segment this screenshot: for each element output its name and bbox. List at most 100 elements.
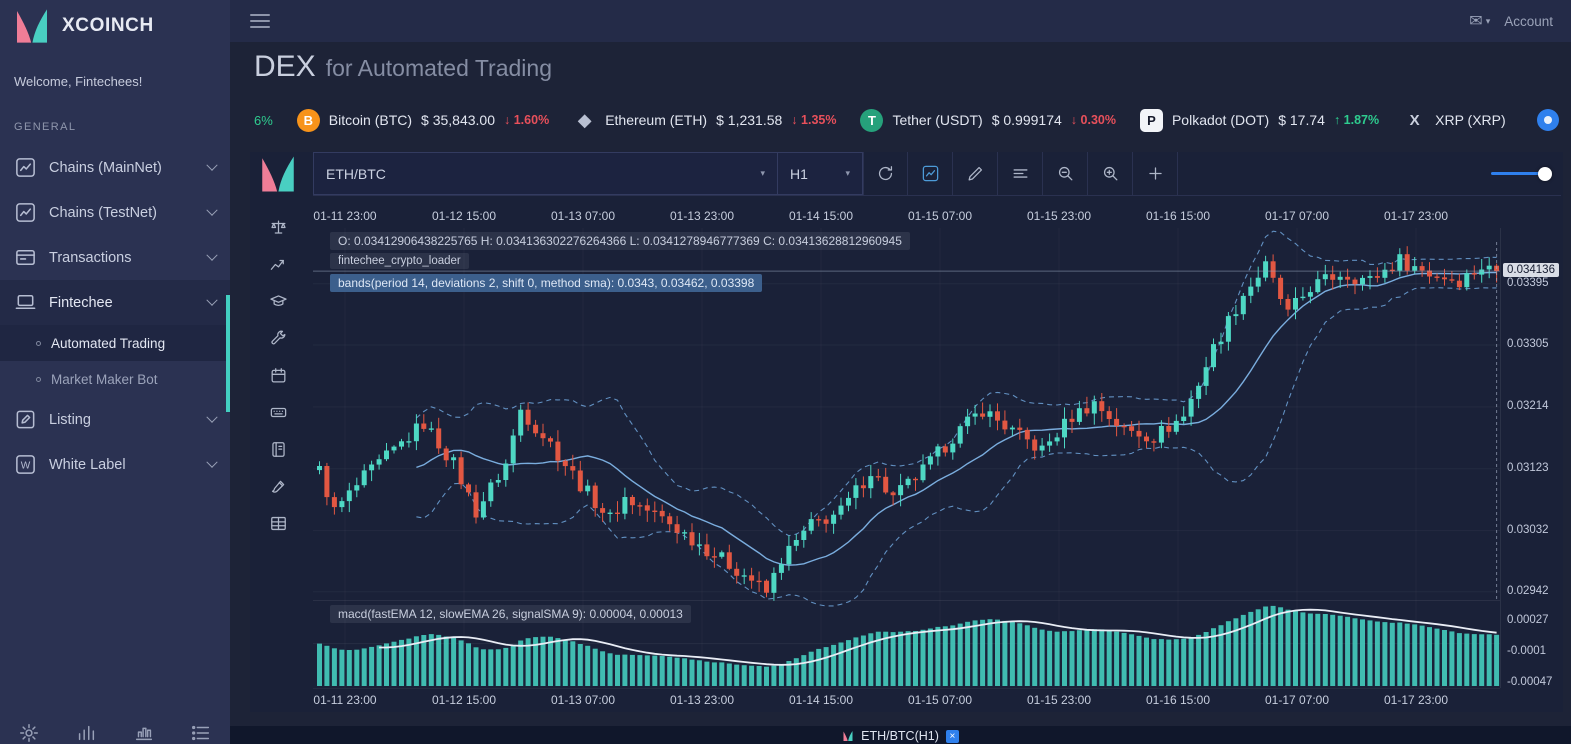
ticker-item-eth[interactable]: ◆ Ethereum (ETH) $ 1,231.58 ↓ 1.35%	[573, 109, 837, 132]
brush-icon	[269, 477, 288, 496]
hamburger-menu-icon[interactable]	[248, 6, 272, 36]
coin-change: ↓ 0.30%	[1070, 113, 1116, 127]
chart-tool-buttons	[863, 152, 1178, 195]
ticker-nav-dot[interactable]	[1537, 109, 1559, 131]
eth-coin-icon: ◆	[577, 109, 592, 130]
page-title-primary: DEX	[254, 50, 316, 83]
x-axis-label: 01-17 07:00	[1264, 209, 1330, 223]
refresh-button[interactable]	[863, 152, 908, 195]
chart-toolbar: ETH/BTC ▾ H1 ▾	[313, 152, 1561, 196]
sidebar-item-fintechee[interactable]: Fintechee	[0, 280, 230, 325]
dot-coin-icon: P	[1139, 108, 1163, 132]
usdt-coin-icon: T	[860, 108, 884, 132]
x-axis-label: 01-16 15:00	[1145, 209, 1211, 223]
coin-name: Tether (USDT)	[892, 112, 983, 128]
keyboard-tool[interactable]	[269, 403, 288, 422]
chevron-down-icon: ▾	[760, 168, 765, 178]
sidebar-item-listing[interactable]: Listing	[0, 397, 230, 442]
ticker-item-dot[interactable]: P Polkadot (DOT) $ 17.74 ↑ 1.87%	[1139, 108, 1380, 132]
x-axis-label: 01-11 23:00	[313, 209, 377, 223]
pencil-button[interactable]	[953, 152, 998, 195]
calendar-tool[interactable]	[269, 366, 288, 385]
coin-change: ↓ 1.35%	[791, 113, 837, 127]
bands-indicator-label[interactable]: bands(period 14, deviations 2, shift 0, …	[330, 274, 763, 292]
ticker-item-btc[interactable]: B Bitcoin (BTC) $ 35,843.00 ↓ 1.60%	[296, 108, 550, 132]
y-axis: 0.034136 0.03395 0.03305 0.03214 0.03123 0.0…	[1500, 228, 1563, 688]
wrench-tool[interactable]	[269, 329, 288, 348]
brush-tool[interactable]	[269, 477, 288, 496]
welcome-text: Welcome, Fintechees!	[14, 74, 143, 89]
sidebar-section-label: GENERAL	[14, 121, 77, 133]
sidebar-subitem-market-maker-bot[interactable]: Market Maker Bot	[0, 361, 230, 397]
timeframe-select[interactable]: H1 ▾	[777, 152, 863, 195]
tab-close-button[interactable]: ×	[945, 729, 959, 743]
coin-name: Ethereum (ETH)	[605, 112, 708, 128]
nav-label: Listing	[49, 411, 91, 428]
chart-line-button[interactable]	[908, 152, 953, 195]
x-axis-label: 01-15 07:00	[907, 209, 973, 223]
card-icon	[14, 246, 37, 269]
w-icon: W	[14, 453, 37, 476]
page-title: DEX for Automated Trading	[254, 50, 552, 84]
graduation-cap-tool[interactable]	[269, 292, 288, 311]
chart-scale-slider[interactable]	[1491, 166, 1552, 181]
gear-icon[interactable]	[18, 722, 40, 744]
sidebar-subitem-automated-trading[interactable]: Automated Trading	[0, 325, 230, 361]
x-axis-label: 01-15 23:00	[1026, 693, 1092, 707]
nav-label: Chains (TestNet)	[49, 204, 157, 221]
laptop-icon	[14, 291, 37, 314]
coin-change-value: 1.60%	[513, 113, 550, 127]
macd-axis-label: -0.00047	[1507, 676, 1553, 688]
sidebar-item-chains-testnet[interactable]: Chains (TestNet)	[0, 190, 230, 235]
table-tool[interactable]	[269, 514, 288, 533]
zoom-in-button[interactable]	[1088, 152, 1133, 195]
price-chart[interactable]: O: 0.03412906438225765 H: 0.034136302276…	[313, 228, 1500, 688]
ticker-item-xrp[interactable]: X XRP (XRP)	[1403, 109, 1506, 132]
coin-price: $ 0.999174	[991, 112, 1062, 128]
slider-knob[interactable]	[1538, 166, 1552, 181]
chevron-down-icon	[206, 159, 218, 171]
mail-icon[interactable]: ✉ ▾	[1469, 13, 1491, 30]
chart-columns-icon[interactable]	[133, 722, 155, 744]
indicator-lines-button[interactable]	[998, 152, 1043, 195]
account-link[interactable]: Account	[1504, 13, 1553, 29]
coin-change-value: 1.87%	[1343, 113, 1380, 127]
loader-label: fintechee_crypto_loader	[330, 253, 469, 269]
x-axis-label: 01-12 15:00	[431, 693, 497, 707]
topbar: ✉ ▾ Account	[230, 0, 1571, 42]
symbol-select[interactable]: ETH/BTC ▾	[313, 152, 778, 195]
chart-tab[interactable]: ETH/BTC(H1) ×	[842, 726, 959, 744]
macd-axis-label: 0.00027	[1507, 614, 1549, 626]
coin-name: XRP (XRP)	[1435, 112, 1506, 128]
trend-icon	[269, 255, 288, 274]
signal-bars-icon[interactable]	[75, 722, 97, 744]
btc-coin-icon: B	[296, 108, 320, 132]
x-axis-label: 01-15 07:00	[907, 693, 973, 707]
sidebar-item-transactions[interactable]: Transactions	[0, 235, 230, 280]
mail-caret-icon: ▾	[1485, 16, 1491, 26]
subitem-label: Market Maker Bot	[51, 371, 158, 387]
brand[interactable]: XCOINCH	[0, 0, 230, 52]
sidebar-item-white-label[interactable]: W White Label	[0, 442, 230, 487]
y-axis-label: 0.03305	[1507, 338, 1549, 350]
compose-icon	[14, 408, 37, 431]
x-axis-bottom: 01-11 23:00 01-12 15:00 01-13 07:00 01-13 2…	[313, 688, 1500, 710]
list-icon[interactable]	[190, 722, 212, 744]
x-axis-label: 01-13 23:00	[669, 209, 735, 223]
trend-tool[interactable]	[269, 255, 288, 274]
ticker-item-usdt[interactable]: T Tether (USDT) $ 0.999174 ↓ 0.30%	[860, 108, 1116, 132]
journal-tool[interactable]	[269, 440, 288, 459]
plus-button[interactable]	[1133, 152, 1178, 195]
zoom-out-button[interactable]	[1043, 152, 1088, 195]
chevron-down-icon	[206, 249, 218, 261]
chevron-down-icon	[206, 294, 218, 306]
sidebar-item-chains-mainnet[interactable]: Chains (MainNet)	[0, 145, 230, 190]
balance-scale-tool[interactable]	[269, 218, 288, 237]
zoom-out-icon	[1056, 164, 1075, 183]
x-axis-label: 01-13 23:00	[669, 693, 735, 707]
graduation-cap-icon	[269, 292, 288, 311]
subitem-label: Automated Trading	[51, 335, 166, 351]
x-axis-label: 01-15 23:00	[1026, 209, 1092, 223]
nav-label: Fintechee	[49, 294, 113, 311]
x-axis-label: 01-16 15:00	[1145, 693, 1211, 707]
